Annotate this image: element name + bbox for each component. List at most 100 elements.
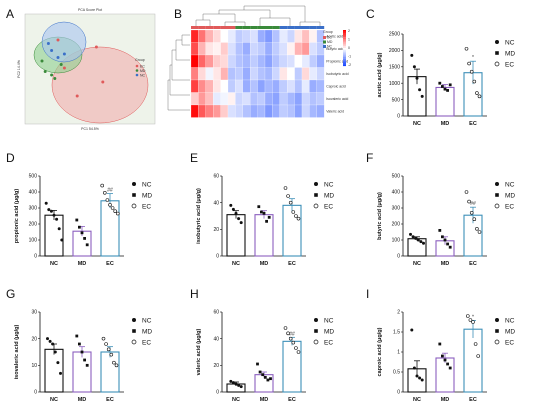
y-tick-label-f: 0 [397, 254, 400, 260]
category-label-f-nc: NC [413, 261, 421, 267]
heatmap-row-label: Isovaleric acid [326, 97, 348, 101]
heatmap-cell [257, 54, 266, 68]
data-point-c-nc [410, 53, 414, 57]
data-point-f-nc [411, 235, 415, 239]
heatmap-legend-label-md: MD [327, 40, 333, 44]
data-point-g-md [83, 358, 86, 362]
legend-marker-c-nc [495, 40, 499, 44]
data-point-d-ec [110, 206, 115, 210]
data-point-d-ec [108, 203, 112, 207]
data-point-i-ec [473, 342, 478, 346]
heatmap-scale-step [343, 53, 346, 56]
heatmap-cell [294, 54, 303, 68]
heatmap-group-cell [228, 26, 236, 29]
heatmap-cell [309, 54, 317, 68]
category-label-f-ec: EC [469, 261, 477, 267]
heatmap-cell [279, 42, 288, 56]
panel-letter-i: I [366, 287, 369, 301]
category-label-h-ec: EC [288, 397, 296, 403]
y-axis-label-d: propionic acid (μg/g) [14, 189, 20, 244]
y-tick-label-h: 40 [213, 336, 219, 342]
category-label-f-md: MD [441, 261, 450, 267]
category-label-g-ec: EC [106, 397, 114, 403]
heatmap-cell [235, 92, 243, 106]
data-point-h-ec [291, 340, 296, 345]
y-tick-label-c: 1000 [389, 81, 400, 87]
heatmap-scale-label: 1 [348, 38, 350, 42]
heatmap-cell [220, 29, 229, 43]
y-tick-label-e: 20 [213, 227, 219, 233]
data-point-f-nc [409, 232, 412, 236]
pca-point-ec-3 [62, 66, 66, 70]
heatmap-cell [287, 79, 295, 93]
heatmap-group-cell [302, 26, 310, 29]
legend-label-c-md: MD [505, 50, 515, 57]
category-label-d-ec: EC [106, 261, 114, 267]
significance-mark-i: * [472, 314, 474, 320]
heatmap-cell [205, 67, 214, 81]
heatmap-cell [198, 79, 206, 93]
heatmap-dendrogram-top [195, 5, 321, 28]
data-point-e-ec [283, 186, 288, 190]
heatmap-scale-step [343, 40, 346, 43]
bar-e-nc [226, 214, 246, 257]
heatmap-cell [264, 29, 273, 43]
heatmap-scale-step [343, 46, 346, 49]
heatmap-cell [250, 67, 258, 81]
heatmap-cell [309, 29, 317, 43]
data-point-f-nc [419, 240, 423, 244]
data-point-c-nc [418, 88, 422, 92]
heatmap-group-cell [316, 26, 325, 29]
heatmap-cell [309, 79, 317, 93]
heatmap-cell [213, 54, 221, 68]
heatmap-cell [190, 92, 199, 106]
heatmap-cell [316, 42, 325, 56]
data-point-e-nc [229, 203, 233, 207]
heatmap-cell [220, 42, 229, 56]
heatmap-cell [272, 67, 280, 81]
data-point-e-nc [239, 221, 243, 225]
heatmap-cell [301, 92, 310, 106]
data-point-c-md [448, 83, 452, 87]
heatmap-scale-step [343, 31, 346, 34]
data-point-c-ec [464, 46, 469, 51]
data-point-g-nc [56, 361, 60, 365]
legend-label-h-nc: NC [324, 317, 334, 324]
data-point-d-md [78, 225, 81, 229]
legend-marker-c-ec [494, 61, 500, 67]
heatmap-cell [301, 79, 310, 93]
data-point-g-ec [101, 336, 106, 341]
heatmap-color-scale: 2 1 0 -1 -2 [343, 29, 351, 67]
heatmap-cell [242, 54, 251, 68]
pca-point-nc-3 [62, 52, 66, 56]
heatmap-group-cell [287, 26, 295, 29]
heatmap-scale-label: 0 [348, 46, 350, 50]
heatmap-group-cell [205, 26, 214, 29]
data-point-e-nc [231, 207, 235, 211]
data-point-e-md [260, 210, 263, 214]
legend-label-d-nc: NC [142, 181, 152, 188]
legend-marker-d-md [132, 193, 136, 197]
heatmap-cell [316, 79, 325, 93]
data-point-d-nc [44, 201, 48, 205]
category-label-c-ec: EC [469, 121, 477, 127]
pca-point-ec-0 [56, 38, 60, 42]
heatmap-cell [287, 104, 295, 118]
heatmap-cell [287, 92, 295, 106]
data-point-e-ec [286, 194, 290, 198]
data-point-f-ec [464, 190, 469, 194]
data-point-f-md [443, 238, 447, 242]
heatmap-cell [242, 79, 251, 93]
heatmap-scale-step [343, 62, 346, 65]
data-point-c-md [446, 89, 449, 92]
heatmap-cell [279, 29, 288, 43]
data-point-i-md [443, 358, 447, 362]
data-point-h-ec [296, 350, 301, 354]
legend-label-g-md: MD [142, 328, 152, 335]
heatmap-cell [279, 92, 288, 106]
bar-g-ec [100, 351, 120, 393]
data-point-e-md [267, 215, 271, 219]
category-label-e-ec: EC [288, 261, 296, 267]
heatmap-cell [250, 92, 258, 106]
